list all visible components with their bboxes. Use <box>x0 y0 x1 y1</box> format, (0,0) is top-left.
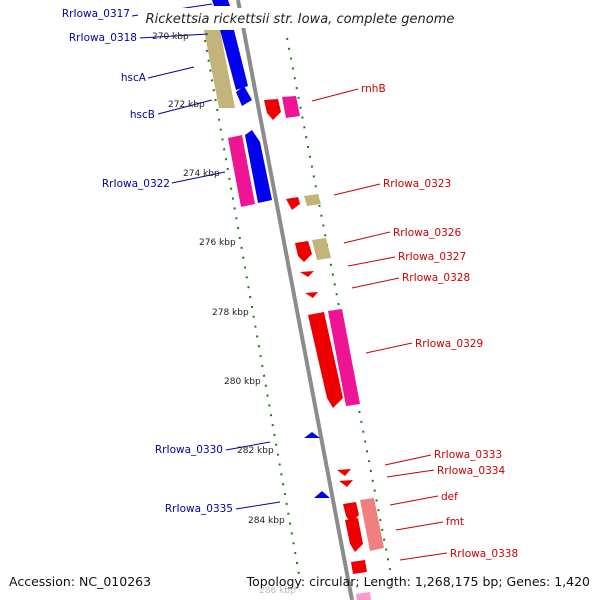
right-gene-labels: rnhB RrIowa_0323 RrIowa_0326 RrIowa_0327… <box>361 83 518 560</box>
gene-label-rriowa-0322[interactable]: RrIowa_0322 <box>102 178 170 190</box>
scale-label: 284 kbp <box>248 516 285 526</box>
feature-rriowa-0338[interactable] <box>351 560 367 574</box>
gene-label-rriowa-0326[interactable]: RrIowa_0326 <box>393 227 461 239</box>
scale-label: 276 kbp <box>199 238 236 248</box>
genome-summary-text: Topology: circular; Length: 1,268,175 bp… <box>246 574 590 589</box>
gene-label-def[interactable]: def <box>441 491 458 503</box>
feature-rnhb[interactable] <box>282 96 300 118</box>
gene-label-rriowa-0334[interactable]: RrIowa_0334 <box>437 465 505 477</box>
feature-rriowa-0338-pink[interactable] <box>356 592 371 600</box>
feature-rriowa-0333[interactable] <box>337 469 351 476</box>
feature-rriowa-0322[interactable] <box>245 130 272 203</box>
gene-label-rriowa-0327[interactable]: RrIowa_0327 <box>398 251 466 263</box>
gene-label-rriowa-0318[interactable]: RrIowa_0318 <box>69 32 137 44</box>
genome-backbone <box>236 0 354 600</box>
map-title: Rickettsia rickettsii str. Iowa, complet… <box>146 12 455 27</box>
scale-label: 280 kbp <box>224 377 261 387</box>
title-background <box>138 8 462 28</box>
feature-rriowa-0330[interactable] <box>304 432 320 438</box>
left-gene-labels: RrIowa_0317 RrIowa_0318 hscA hscB RrIowa… <box>62 8 233 515</box>
feature-rriowa-0328[interactable] <box>305 292 318 298</box>
gene-label-rriowa-0323[interactable]: RrIowa_0323 <box>383 178 451 190</box>
feature-rriowa-0323[interactable] <box>304 194 321 206</box>
gene-label-rriowa-0328[interactable]: RrIowa_0328 <box>402 272 470 284</box>
gene-label-hscb[interactable]: hscB <box>130 109 155 121</box>
inner-tick-track <box>204 39 301 581</box>
left-leader-lines <box>131 3 281 510</box>
scale-label: 278 kbp <box>212 308 249 318</box>
scale-label: 272 kbp <box>168 100 205 110</box>
feature-hsca[interactable] <box>220 30 248 90</box>
right-leader-lines <box>311 88 448 561</box>
scale-label: 274 kbp <box>183 169 220 179</box>
feature-hscb[interactable] <box>236 86 252 106</box>
gene-label-rriowa-0335[interactable]: RrIowa_0335 <box>165 503 233 515</box>
feature-rriowa-0326-red[interactable] <box>295 241 312 262</box>
gene-label-rriowa-0333[interactable]: RrIowa_0333 <box>434 449 502 461</box>
feature-rriowa-0323-red[interactable] <box>286 197 300 210</box>
feature-rriowa-0335[interactable] <box>314 491 330 498</box>
forward-features <box>204 0 330 498</box>
gene-label-rriowa-0330[interactable]: RrIowa_0330 <box>155 444 223 456</box>
feature-fmt-red[interactable] <box>345 518 363 552</box>
feature-rriowa-0318[interactable] <box>204 30 235 108</box>
gene-label-rnhb[interactable]: rnhB <box>361 83 386 95</box>
reverse-features <box>264 96 384 600</box>
gene-label-rriowa-0317[interactable]: RrIowa_0317 <box>62 8 130 20</box>
feature-rriowa-0317[interactable] <box>212 0 230 6</box>
feature-rriowa-0327[interactable] <box>300 271 314 277</box>
scale-label: 270 kbp <box>152 32 189 42</box>
scale-labels: 270 kbp 272 kbp 274 kbp 276 kbp 278 kbp … <box>152 32 296 596</box>
outer-tick-track <box>286 37 393 581</box>
feature-rriowa-0329-red[interactable] <box>308 312 343 408</box>
accession-text: Accession: NC_010263 <box>9 574 152 589</box>
feature-rriowa-0329[interactable] <box>328 309 360 406</box>
scale-label: 282 kbp <box>237 446 274 456</box>
gene-label-rriowa-0338[interactable]: RrIowa_0338 <box>450 548 518 560</box>
gene-label-rriowa-0329[interactable]: RrIowa_0329 <box>415 338 483 350</box>
gene-label-fmt[interactable]: fmt <box>446 516 464 528</box>
feature-rriowa-0334[interactable] <box>339 480 353 487</box>
feature-rnhb-red[interactable] <box>264 99 281 120</box>
gene-label-hsca[interactable]: hscA <box>121 72 147 84</box>
feature-rriowa-0322-pink[interactable] <box>228 135 255 207</box>
scale-label: 286 kbp <box>259 586 296 596</box>
feature-rriowa-0326[interactable] <box>312 238 331 260</box>
feature-def[interactable] <box>343 502 359 523</box>
feature-fmt[interactable] <box>360 498 384 551</box>
